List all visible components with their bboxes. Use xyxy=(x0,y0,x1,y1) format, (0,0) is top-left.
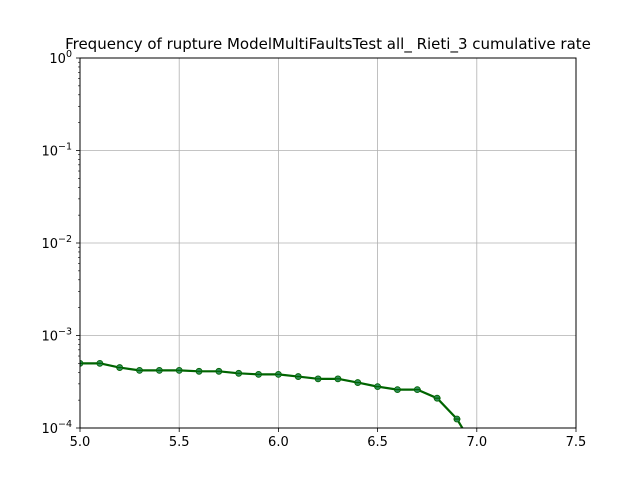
y-axis: 100 10−1 10−2 10−3 10−4 xyxy=(41,49,80,437)
x-tick-label: 6.5 xyxy=(367,435,388,450)
y-tick-label: 10−4 xyxy=(41,419,72,437)
x-tick-label: 6.0 xyxy=(268,435,289,450)
x-axis: 5.0 5.5 6.0 6.5 7.0 7.5 xyxy=(70,428,587,450)
x-tick-label: 7.0 xyxy=(466,435,487,450)
x-tick-label: 7.5 xyxy=(566,435,587,450)
series-layer xyxy=(80,359,464,428)
x-tick-label: 5.0 xyxy=(70,435,91,450)
y-tick-label: 10−1 xyxy=(41,142,72,160)
y-tick-label: 100 xyxy=(49,49,72,67)
x-tick-label: 5.5 xyxy=(169,435,190,450)
chart-title: Frequency of rupture ModelMultiFaultsTes… xyxy=(65,35,591,54)
y-tick-label: 10−2 xyxy=(41,234,72,252)
y-tick-label: 10−3 xyxy=(41,327,72,345)
